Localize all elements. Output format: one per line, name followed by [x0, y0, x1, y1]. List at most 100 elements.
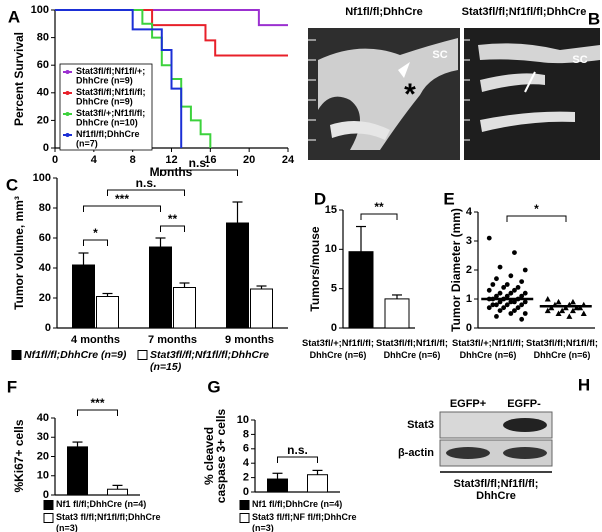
point — [497, 290, 503, 296]
survival-line — [55, 9, 288, 57]
significance-bracket — [77, 409, 118, 416]
bar — [72, 264, 95, 329]
point — [512, 299, 517, 305]
point — [504, 293, 510, 299]
significance-bracket — [160, 169, 238, 176]
significance-label: ** — [168, 212, 178, 226]
nerve-shape — [318, 38, 458, 150]
significance-bracket — [506, 215, 567, 222]
bar — [250, 288, 273, 329]
y-tick-label: 80 — [37, 32, 49, 44]
y-title-group: %Ki67+ cells — [12, 419, 26, 492]
y-tick-label: 2 — [466, 264, 472, 276]
legend-label: Nf1 fl/fl;DhhCre (n=4) — [252, 499, 342, 509]
y-tick-label: 40 — [37, 412, 49, 424]
legend-label: Stat3fl/fl;Nf1fl/fl; DhhCre (n=9) — [76, 87, 146, 107]
significance-bracket — [107, 189, 185, 196]
survival-line — [55, 9, 183, 148]
y-title-group: Percent Survival — [12, 32, 26, 126]
point — [501, 305, 507, 311]
point — [555, 310, 562, 316]
legend-swatch — [137, 350, 148, 360]
legend-swatch — [239, 500, 250, 510]
point — [494, 276, 499, 282]
panel-letter: G — [207, 377, 220, 396]
ruler — [308, 39, 316, 141]
error-bar — [392, 294, 402, 299]
point — [522, 267, 528, 273]
x-tick-label: 8 — [130, 154, 136, 166]
error-bar — [112, 484, 123, 490]
bar — [107, 488, 128, 496]
legend-label: Stat3 fl/fl;Nf1fl/fl;DhhCre (n=3) — [56, 512, 161, 532]
error-bar — [179, 282, 190, 288]
x-tick-label: 12 — [165, 154, 177, 166]
y-tick-label: 10 — [237, 414, 249, 426]
point — [512, 250, 517, 256]
photo-annotation: SC — [572, 54, 587, 66]
significance-label: *** — [90, 396, 104, 410]
point — [569, 307, 576, 314]
nerve-shape — [480, 73, 545, 92]
row-label: Stat3 — [407, 419, 434, 431]
point — [486, 235, 492, 241]
point — [486, 305, 492, 311]
y-title-group: % cleavedcaspase 3+ cells — [202, 408, 228, 503]
y-tick-label: 8 — [243, 428, 249, 440]
y-axis-title: Tumor volume, mm³ — [12, 196, 26, 310]
legend-swatch — [43, 500, 54, 510]
y-tick-label: 20 — [37, 114, 49, 126]
y-tick-label: 80 — [39, 202, 51, 214]
point — [490, 282, 496, 287]
significance-label: n.s. — [287, 443, 308, 457]
point — [544, 307, 551, 314]
point — [497, 308, 503, 313]
significance-bracket — [83, 205, 161, 212]
nerve-shape — [478, 43, 600, 64]
legend-label: Nf1fl/fl;DhhCre (n=9) — [24, 349, 127, 361]
error-bar — [272, 472, 283, 480]
y-title-group: Tumor volume, mm³ — [12, 196, 26, 310]
x-tick-label: 9 months — [225, 334, 274, 346]
y-tick-label: 0 — [43, 142, 49, 154]
y-tick-label: 100 — [33, 172, 51, 184]
legend-swatch — [11, 350, 22, 360]
y-axis-title: %Ki67+ cells — [12, 419, 26, 492]
point — [508, 299, 514, 305]
x-tick-label: 7 months — [148, 334, 197, 346]
x-category-label: Stat3fl/+;Nf1fl/fl; DhhCre (n=6) — [452, 338, 524, 360]
error-bar — [256, 285, 267, 289]
legend-swatch — [65, 112, 70, 116]
legend-label: Stat3fl/+;Nf1fl/fl; DhhCre (n=10) — [76, 108, 145, 128]
legend-swatch — [43, 513, 54, 523]
point — [522, 290, 528, 296]
x-category-label: Stat3fl/+;Nf1fl/fl; DhhCre (n=6) — [302, 338, 374, 360]
error-bar — [72, 441, 83, 447]
y-tick-label: 2 — [243, 472, 249, 484]
y-tick-label: 0 — [331, 322, 337, 334]
point — [486, 287, 492, 293]
point — [512, 287, 517, 293]
error-bar — [356, 225, 366, 252]
bar — [267, 478, 288, 493]
photo-label: Stat3fl/fl;Nf1fl/fl;DhhCre — [462, 6, 587, 18]
error-bar — [312, 469, 323, 475]
point — [508, 273, 514, 279]
y-tick-label: 60 — [39, 232, 51, 244]
point — [522, 311, 528, 316]
point — [555, 298, 562, 305]
significance-label: ** — [374, 200, 384, 214]
legend-label: Stat3fl/fl;Nf1fl/fl;DhhCre (n=15) — [150, 349, 269, 373]
photo-annotation: SC — [432, 49, 447, 61]
point — [512, 308, 517, 313]
y-tick-label: 20 — [37, 450, 49, 462]
panel-h: H EGFP+ EGFP- Stat3 β-actin Stat3fl/fl;N… — [398, 375, 590, 501]
significance-label: n.s. — [189, 156, 210, 170]
significance-label: * — [534, 202, 539, 216]
y-tick-label: 15 — [325, 204, 337, 216]
panel-letter: H — [578, 375, 590, 394]
panel-letter: B — [588, 9, 600, 28]
point — [566, 313, 573, 319]
